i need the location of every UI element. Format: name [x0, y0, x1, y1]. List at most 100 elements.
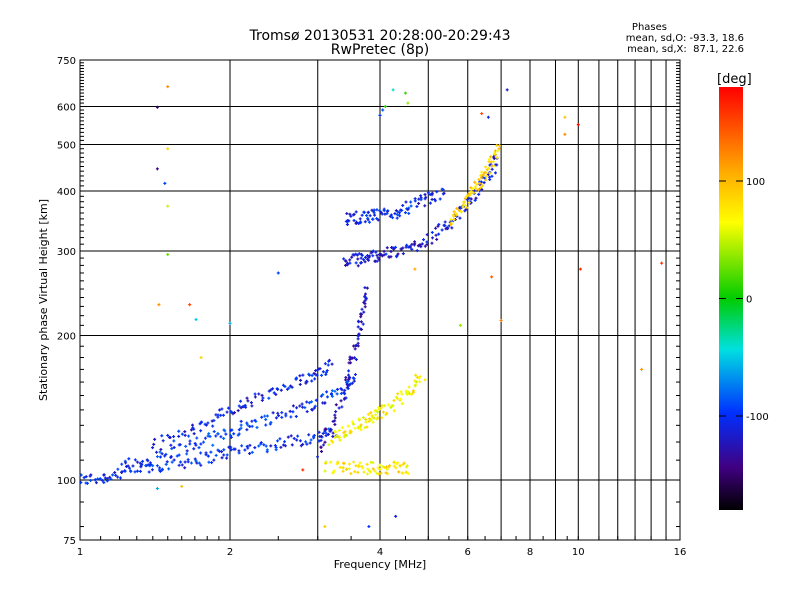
- scatter-point: [189, 428, 193, 432]
- scatter-point: [277, 414, 281, 418]
- scatter-point: [318, 367, 322, 371]
- scatter-point: [440, 228, 444, 232]
- scatter-point: [359, 312, 363, 316]
- scatter-point: [359, 428, 363, 432]
- scatter-point: [226, 406, 230, 410]
- scatter-point: [225, 410, 229, 414]
- scatter-point: [451, 213, 455, 217]
- scatter-point: [163, 181, 167, 185]
- scatter-point: [354, 261, 358, 265]
- scatter-point: [244, 405, 248, 409]
- scatter-point: [197, 461, 201, 465]
- scatter-point: [479, 186, 483, 190]
- scatter-point: [354, 252, 358, 256]
- scatter-points: [79, 85, 664, 529]
- scatter-point: [362, 310, 366, 314]
- scatter-point: [159, 447, 163, 451]
- scatter-point: [450, 226, 454, 230]
- scatter-point: [357, 332, 361, 336]
- scatter-point: [314, 373, 318, 377]
- y-tick-label: 300: [57, 247, 76, 258]
- scatter-point: [320, 450, 324, 454]
- scatter-point: [393, 245, 397, 249]
- scatter-point: [310, 408, 314, 412]
- scatter-point: [282, 443, 286, 447]
- scatter-point: [229, 435, 233, 439]
- scatter-point: [480, 184, 484, 188]
- scatter-point: [371, 249, 375, 253]
- scatter-point: [250, 404, 254, 408]
- scatter-point: [351, 253, 355, 257]
- scatter-point: [249, 401, 253, 405]
- scatter-point: [370, 414, 374, 418]
- scatter-point: [255, 426, 259, 430]
- scatter-point: [473, 185, 477, 189]
- scatter-point: [166, 147, 170, 151]
- scatter-point: [473, 180, 477, 184]
- scatter-point: [361, 416, 365, 420]
- scatter-point: [212, 419, 216, 423]
- scatter-point: [382, 404, 386, 408]
- scatter-point: [138, 469, 142, 473]
- scatter-point: [452, 218, 456, 222]
- scatter-point: [411, 389, 415, 393]
- scatter-point: [166, 85, 170, 89]
- scatter-point: [177, 434, 181, 438]
- scatter-point: [365, 425, 369, 429]
- scatter-point: [299, 378, 303, 382]
- scatter-point: [362, 210, 366, 214]
- scatter-point: [368, 220, 371, 224]
- scatter-point: [309, 438, 313, 442]
- scatter-point: [492, 152, 496, 156]
- y-axis-label: Stationary phase Virtual Height [km]: [37, 199, 50, 401]
- scatter-point: [404, 470, 408, 474]
- scatter-point: [129, 469, 133, 473]
- scatter-point: [199, 420, 203, 424]
- scatter-point: [172, 439, 176, 443]
- scatter-point: [202, 440, 206, 444]
- scatter-point: [497, 147, 501, 151]
- scatter-point: [356, 344, 360, 348]
- scatter-point: [465, 206, 469, 210]
- scatter-point: [211, 443, 215, 447]
- scatter-point: [330, 394, 334, 398]
- scatter-point: [257, 392, 261, 396]
- scatter-point: [372, 416, 376, 420]
- scatter-point: [269, 421, 273, 425]
- scatter-point: [257, 444, 261, 448]
- scatter-point: [301, 442, 305, 446]
- scatter-point: [321, 370, 325, 374]
- scatter-point: [416, 244, 420, 248]
- scatter-point: [229, 410, 233, 414]
- scatter-point: [301, 373, 305, 377]
- scatter-point: [399, 247, 403, 251]
- scatter-point: [220, 450, 224, 454]
- scatter-point: [245, 421, 249, 425]
- scatter-point: [347, 462, 351, 466]
- scatter-point: [224, 432, 228, 436]
- scatter-point: [477, 178, 481, 182]
- scatter-point: [494, 171, 498, 175]
- scatter-point: [307, 433, 311, 437]
- scatter-point: [367, 254, 371, 258]
- scatter-point: [404, 200, 408, 204]
- scatter-point: [335, 434, 339, 438]
- x-tick-label: 2: [227, 547, 233, 558]
- scatter-point: [345, 222, 349, 226]
- colorbar-ticks: 100 0 -100: [719, 177, 769, 423]
- scatter-point: [395, 213, 399, 217]
- scatter-point: [253, 392, 257, 396]
- scatter-point: [96, 477, 100, 481]
- scatter-point: [385, 411, 389, 415]
- y-tick-label: 200: [57, 332, 76, 343]
- scatter-point: [467, 194, 471, 198]
- scatter-point: [250, 450, 254, 454]
- scatter-point: [377, 472, 381, 476]
- scatter-point: [194, 317, 198, 321]
- scatter-point: [374, 409, 378, 413]
- scatter-point: [337, 406, 341, 410]
- scatter-point: [348, 212, 352, 216]
- scatter-point: [333, 416, 337, 420]
- scatter-point: [418, 380, 422, 384]
- scatter-point: [203, 436, 207, 440]
